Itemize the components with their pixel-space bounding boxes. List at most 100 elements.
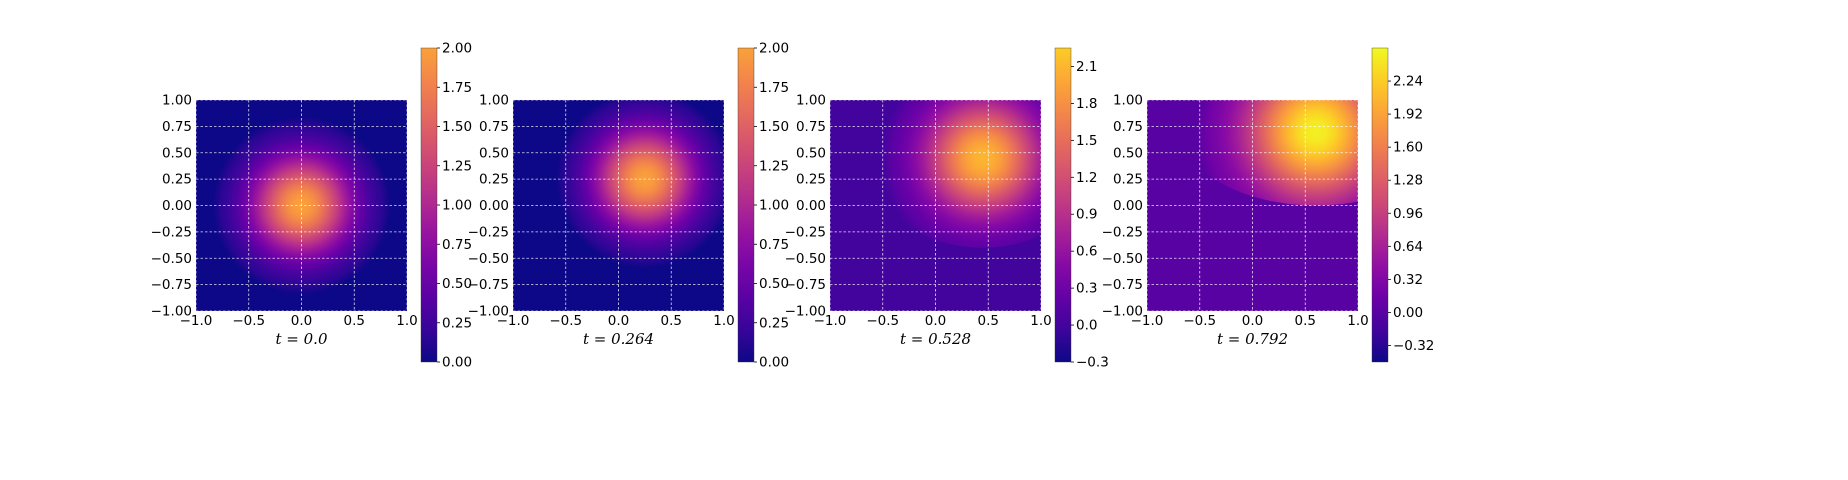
y-tick-label: 0.75: [479, 119, 509, 135]
colorbar-tick-label: 1.50: [759, 119, 789, 135]
y-tick-label: 0.25: [479, 172, 509, 188]
x-tick-label: −0.5: [1183, 313, 1216, 329]
y-tick-label: 0.75: [1113, 119, 1143, 135]
x-tick-label: 1.0: [1347, 313, 1368, 329]
colorbar-tick-label: 1.25: [442, 158, 472, 174]
y-tick-label: 0.50: [1113, 145, 1143, 161]
x-tick-label: −1.0: [1131, 313, 1164, 329]
colorbar-tick-label: 1.2: [1076, 170, 1097, 186]
colorbar-tick-label: 0.32: [1393, 272, 1423, 288]
y-tick-label: 0.75: [162, 119, 192, 135]
colorbar-tick-label: 0.75: [759, 237, 789, 253]
y-tick-label: 0.50: [479, 145, 509, 161]
colorbar-tick-label: 1.92: [1393, 107, 1423, 123]
colorbar-tick-label: 0.3: [1076, 281, 1097, 297]
x-tick-label: 1.0: [1030, 313, 1051, 329]
colorbar-tick-label: 0.50: [442, 276, 472, 292]
y-tick-label: −0.50: [1102, 251, 1143, 267]
colorbar-tick-label: 1.00: [759, 198, 789, 214]
colorbar-tick-label: 0.6: [1076, 244, 1097, 260]
colorbar-tick-label: 1.25: [759, 158, 789, 174]
subplot-3: −1.0 −0.5 0.0 0.5 1.0 1.00 0.75 0.50 0.25 0.00 −0.…: [785, 47, 1109, 371]
y-tick-label: −0.25: [785, 224, 826, 240]
x-tick-label: −1.0: [497, 313, 530, 329]
colorbar-tick-label: −0.3: [1076, 355, 1109, 371]
x-axis-label: t = 0.792: [1217, 330, 1288, 348]
y-tick-label: 0.00: [1113, 198, 1143, 214]
y-tick-label: −0.50: [151, 251, 192, 267]
colorbar: 0.00 0.25 0.50 0.75 1.00 1.25 1.50 1.75 2.00: [737, 41, 789, 371]
x-tick-label: −0.5: [549, 313, 582, 329]
x-axis-label: t = 0.528: [900, 330, 971, 348]
colorbar-tick-label: −0.32: [1393, 338, 1434, 354]
colorbar-bar: [420, 47, 438, 363]
colorbar-tick-label: 0.50: [759, 276, 789, 292]
x-tick-label: 0.5: [661, 313, 682, 329]
y-tick-label: −0.50: [468, 251, 509, 267]
y-tick-label: −0.75: [785, 277, 826, 293]
colorbar-tick-label: 1.00: [442, 198, 472, 214]
colorbar: 0.00 0.25 0.50 0.75 1.00 1.25 1.50 1.75 2.00: [420, 41, 472, 371]
y-tick-label: 1.00: [1113, 93, 1143, 109]
x-tick-label: 0.5: [344, 313, 365, 329]
x-tick-label: 1.0: [713, 313, 734, 329]
y-tick-label: −0.25: [468, 224, 509, 240]
y-tick-label: 0.25: [1113, 172, 1143, 188]
colorbar-tick-label: 0.0: [1076, 318, 1097, 334]
y-tick-label: 0.25: [796, 172, 826, 188]
colorbar-tick-label: 1.8: [1076, 96, 1097, 112]
colorbar-tick-label: 0.00: [442, 355, 472, 371]
colorbar-bar: [1054, 47, 1072, 363]
colorbar-bar: [737, 47, 755, 363]
colorbar-tick-label: 0.64: [1393, 239, 1423, 255]
colorbar: −0.32 0.00 0.32 0.64 0.96 1.28 1.60 1.92 2.24: [1371, 47, 1434, 363]
x-tick-label: 0.5: [1295, 313, 1316, 329]
y-tick-label: 0.00: [479, 198, 509, 214]
x-axis-label: t = 0.0: [276, 330, 328, 348]
x-tick-label: 0.0: [925, 313, 946, 329]
y-tick-label: −0.50: [785, 251, 826, 267]
y-tick-label: −0.75: [1102, 277, 1143, 293]
subplot-4: −1.0 −0.5 0.0 0.5 1.0 1.00 0.75 0.50 0.25 0.00 −0.…: [1102, 47, 1434, 363]
y-tick-label: 1.00: [479, 93, 509, 109]
x-tick-label: 1.0: [396, 313, 417, 329]
colorbar-tick-label: 1.60: [1393, 140, 1423, 156]
colorbar-tick-label: 2.00: [442, 41, 472, 57]
heatmap-field: [523, 100, 724, 280]
colorbar-tick-label: 1.75: [442, 80, 472, 96]
x-tick-label: −0.5: [866, 313, 899, 329]
colorbar-tick-label: 0.25: [442, 315, 472, 331]
x-tick-label: −1.0: [180, 313, 213, 329]
y-tick-label: −0.25: [151, 224, 192, 240]
y-tick-label: 1.00: [796, 93, 826, 109]
y-tick-label: 0.25: [162, 172, 192, 188]
colorbar-tick-label: 2.1: [1076, 59, 1097, 75]
colorbar-tick-label: 1.28: [1393, 173, 1423, 189]
colorbar-tick-label: 1.75: [759, 80, 789, 96]
y-tick-label: −0.75: [468, 277, 509, 293]
colorbar-tick-label: 0.96: [1393, 206, 1423, 222]
x-tick-label: −1.0: [814, 313, 847, 329]
colorbar-tick-label: 0.25: [759, 315, 789, 331]
y-tick-label: 1.00: [162, 93, 192, 109]
colorbar-tick-label: 0.75: [442, 237, 472, 253]
x-axis-label: t = 0.264: [583, 330, 654, 348]
y-tick-label: −1.00: [1102, 304, 1143, 320]
colorbar-tick-label: 0.00: [759, 355, 789, 371]
y-tick-label: 0.75: [796, 119, 826, 135]
colorbar-tick-label: 2.00: [759, 41, 789, 57]
colorbar-tick-label: 1.5: [1076, 133, 1097, 149]
y-tick-label: −1.00: [151, 304, 192, 320]
subplot-2: −1.0 −0.5 0.0 0.5 1.0 1.00 0.75 0.50 0.25 0.00 −0.…: [468, 41, 789, 371]
y-tick-label: 0.50: [796, 145, 826, 161]
x-tick-label: 0.0: [1242, 313, 1263, 329]
y-tick-label: −1.00: [468, 304, 509, 320]
heatmap-field: [866, 100, 1041, 248]
y-tick-label: 0.00: [162, 198, 192, 214]
x-tick-label: 0.0: [608, 313, 629, 329]
colorbar-bar: [1371, 47, 1389, 363]
colorbar-tick-label: 0.00: [1393, 305, 1423, 321]
colorbar-tick-label: 0.9: [1076, 207, 1097, 223]
x-tick-label: 0.5: [978, 313, 999, 329]
